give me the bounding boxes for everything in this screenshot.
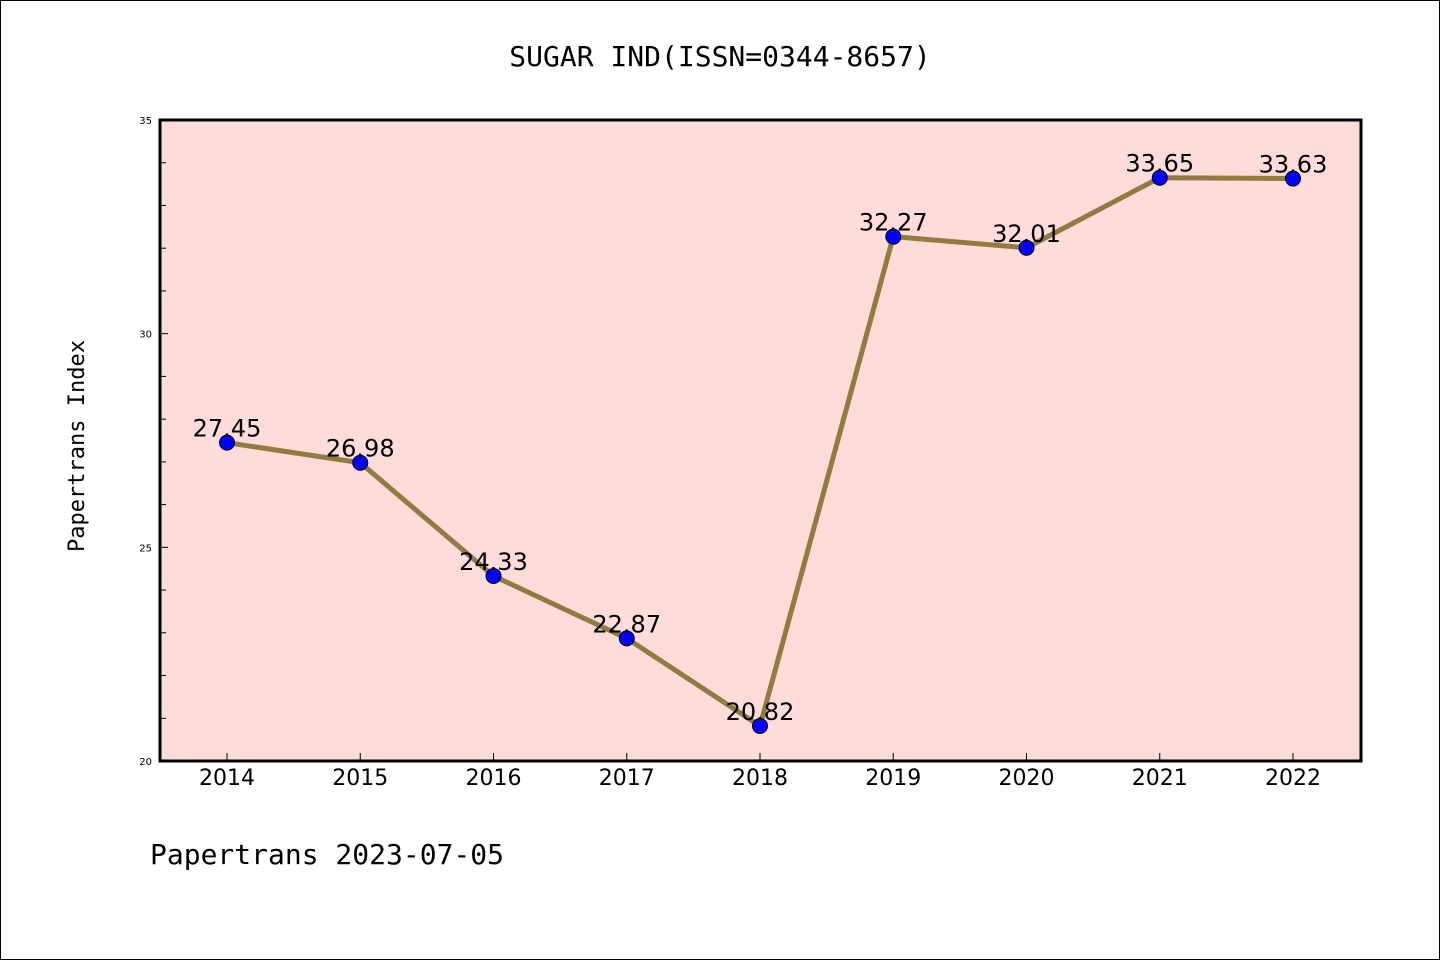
footer-credit: Papertrans 2023-07-05 [150,838,504,871]
data-point [1151,169,1168,186]
data-label: 32.27 [859,209,928,237]
x-tick-label: 2019 [865,766,921,791]
y-tick-label: 25 [139,543,152,554]
y-tick-label: 35 [139,116,152,127]
x-axis: 2014 2015 2016 2017 2018 2019 2020 2021 2022 [199,753,1321,791]
data-point [485,567,502,584]
y-axis: 20 25 30 35 [139,116,168,768]
y-tick-label: 20 [139,757,152,768]
data-point [752,717,768,734]
x-tick-label: 2017 [599,766,655,791]
data-point [352,454,369,471]
plot-area [158,118,1363,763]
data-labels: 27.45 26.98 24.33 22.87 20.82 32.27 32.01 33.65… [193,150,1328,726]
data-label: 26.98 [326,435,395,463]
data-label: 20.82 [726,698,795,726]
data-point [1285,170,1301,187]
y-axis-label: Papertrans Index [65,340,90,552]
data-label: 33.63 [1259,151,1328,179]
data-label: 33.65 [1125,150,1194,178]
data-point [219,434,235,451]
x-tick-label: 2022 [1265,766,1321,791]
data-label: 22.87 [592,610,661,638]
data-label: 27.45 [193,415,262,443]
chart-title: SUGAR IND(ISSN=0344-8657) [509,40,930,73]
x-tick-label: 2018 [732,766,788,791]
x-tick-label: 2020 [999,766,1055,791]
data-point [618,630,635,647]
data-label: 24.33 [459,548,528,576]
data-point [1018,239,1035,256]
data-markers [219,169,1301,734]
x-tick-label: 2015 [332,766,388,791]
data-point [885,228,902,245]
x-tick-label: 2016 [466,766,522,791]
y-tick-label: 30 [139,330,152,341]
data-label: 32.01 [992,220,1061,248]
x-tick-label: 2021 [1132,766,1188,791]
x-tick-label: 2014 [199,766,255,791]
